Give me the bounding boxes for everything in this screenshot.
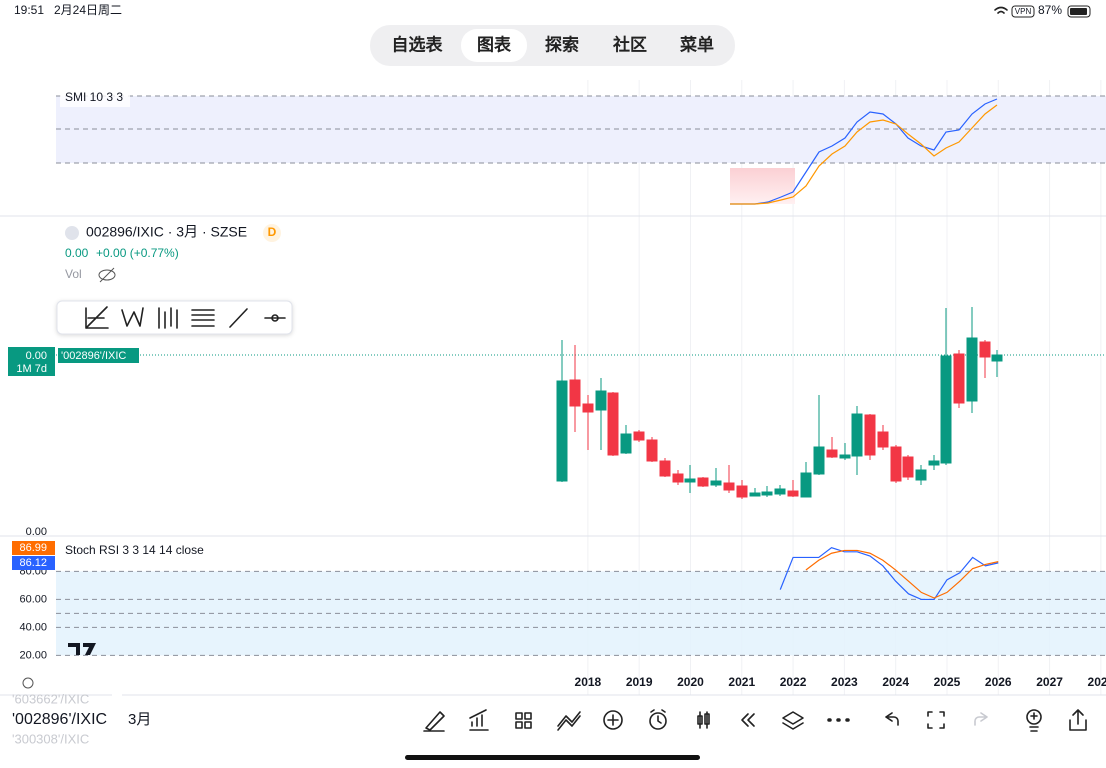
y-tick-label: 60.00 (19, 593, 47, 605)
alert-icon[interactable] (649, 712, 667, 730)
tab-active (461, 29, 527, 62)
last-value-label: 86.99 (19, 542, 47, 554)
tool-icon[interactable] (158, 307, 178, 329)
replay-icon[interactable] (741, 713, 755, 727)
vpn: VPN (1015, 7, 1032, 16)
badge: D (268, 225, 277, 239)
stoch-panel (56, 546, 1106, 656)
indicator-icon[interactable] (469, 709, 489, 731)
x-tick-label: 2020 (677, 675, 704, 689)
prev-symbol[interactable]: '603662'/IXIC (12, 691, 89, 706)
last-value-bg (12, 556, 55, 570)
tab-bar (370, 25, 735, 66)
label-bg (60, 89, 130, 107)
share-icon[interactable] (1069, 709, 1087, 731)
symbol-logo (65, 226, 79, 240)
battery-icon (1067, 5, 1091, 18)
symbol-title: 002896/IXIC · 3月 · SZSE (86, 224, 247, 240)
x-tick-label: 2028 (1088, 675, 1106, 689)
fullscreen-icon[interactable] (927, 711, 945, 729)
tab[interactable]: 社区 (612, 34, 647, 54)
tool-icon[interactable] (191, 309, 215, 327)
price-label-bg (8, 347, 55, 376)
date: 2月24日周二 (54, 3, 122, 17)
tv-logo (68, 643, 96, 655)
clip (112, 694, 122, 746)
smi-label: SMI 10 3 3 (65, 90, 123, 104)
wifi (994, 6, 1008, 14)
redo-icon[interactable] (974, 712, 988, 726)
time: 19:51 (14, 3, 44, 17)
tool-icon[interactable] (229, 308, 248, 328)
price-axis-bottom: 0.00 (26, 526, 47, 538)
tool-icon[interactable] (85, 306, 109, 329)
x-tick-label: 2025 (934, 675, 961, 689)
x-tick-label: 2024 (882, 675, 909, 689)
layout-icon[interactable] (515, 712, 532, 729)
x-tick-label: 2019 (626, 675, 653, 689)
draw-icon[interactable] (423, 711, 445, 732)
ideas-icon[interactable] (1026, 709, 1042, 725)
y-tick-label: 20.00 (19, 649, 47, 661)
hide-icon[interactable] (98, 269, 116, 281)
series-tag-bg (58, 348, 139, 363)
bottom-symbol[interactable]: '002896'/IXIC (12, 711, 107, 728)
price: 0.00 (65, 246, 89, 260)
tool-icon[interactable] (121, 307, 144, 327)
interval[interactable]: 3月 (128, 711, 151, 728)
countdown: 1M 7d (16, 363, 47, 375)
undo-icon[interactable] (885, 712, 899, 726)
series-tag: '002896'/IXIC (61, 350, 126, 362)
add-icon[interactable] (603, 710, 623, 730)
bottom-toolbar (423, 709, 1087, 732)
x-tick-label: 2023 (831, 675, 858, 689)
badge-bg (263, 224, 281, 242)
vpn-box (1011, 5, 1035, 18)
change: +0.00 (+0.77%) (96, 246, 179, 260)
compare-icon[interactable] (557, 711, 581, 731)
tab[interactable]: 自选表 (392, 34, 444, 54)
hide-icon-slash (99, 267, 115, 283)
drawing-toolbar (56, 300, 293, 335)
last-price: 0.00 (26, 350, 47, 362)
tab[interactable]: 菜单 (679, 34, 714, 54)
last-value-label: 86.12 (19, 557, 47, 569)
stoch-title: Stoch RSI 3 3 14 14 close (65, 543, 204, 557)
vol: Vol (65, 267, 82, 281)
x-tick-label: 2026 (985, 675, 1012, 689)
battery: 87% (1038, 3, 1062, 17)
tool-icon[interactable] (264, 314, 286, 322)
layers-icon[interactable] (782, 711, 804, 730)
settings-icon[interactable] (22, 677, 34, 689)
stoch-line (779, 546, 999, 601)
x-tick-label: 2022 (780, 675, 807, 689)
tab[interactable]: 探索 (545, 34, 579, 54)
smi-highlight (730, 168, 795, 204)
battery-level (1070, 8, 1087, 15)
x-tick-label: 2027 (1036, 675, 1063, 689)
x-tick-label: 2021 (728, 675, 755, 689)
y-tick-label: 40.00 (19, 621, 47, 633)
x-tick-label: 2018 (575, 675, 602, 689)
candles (556, 307, 1003, 499)
last-value-bg (12, 541, 55, 555)
candle-icon[interactable] (697, 711, 710, 729)
smi-signal (730, 104, 998, 205)
tab[interactable]: 图表 (477, 34, 512, 54)
home-indicator (405, 755, 700, 760)
next-symbol[interactable]: '300308'/IXIC (12, 731, 89, 746)
stoch-line (805, 549, 999, 599)
smi-line (730, 98, 998, 205)
